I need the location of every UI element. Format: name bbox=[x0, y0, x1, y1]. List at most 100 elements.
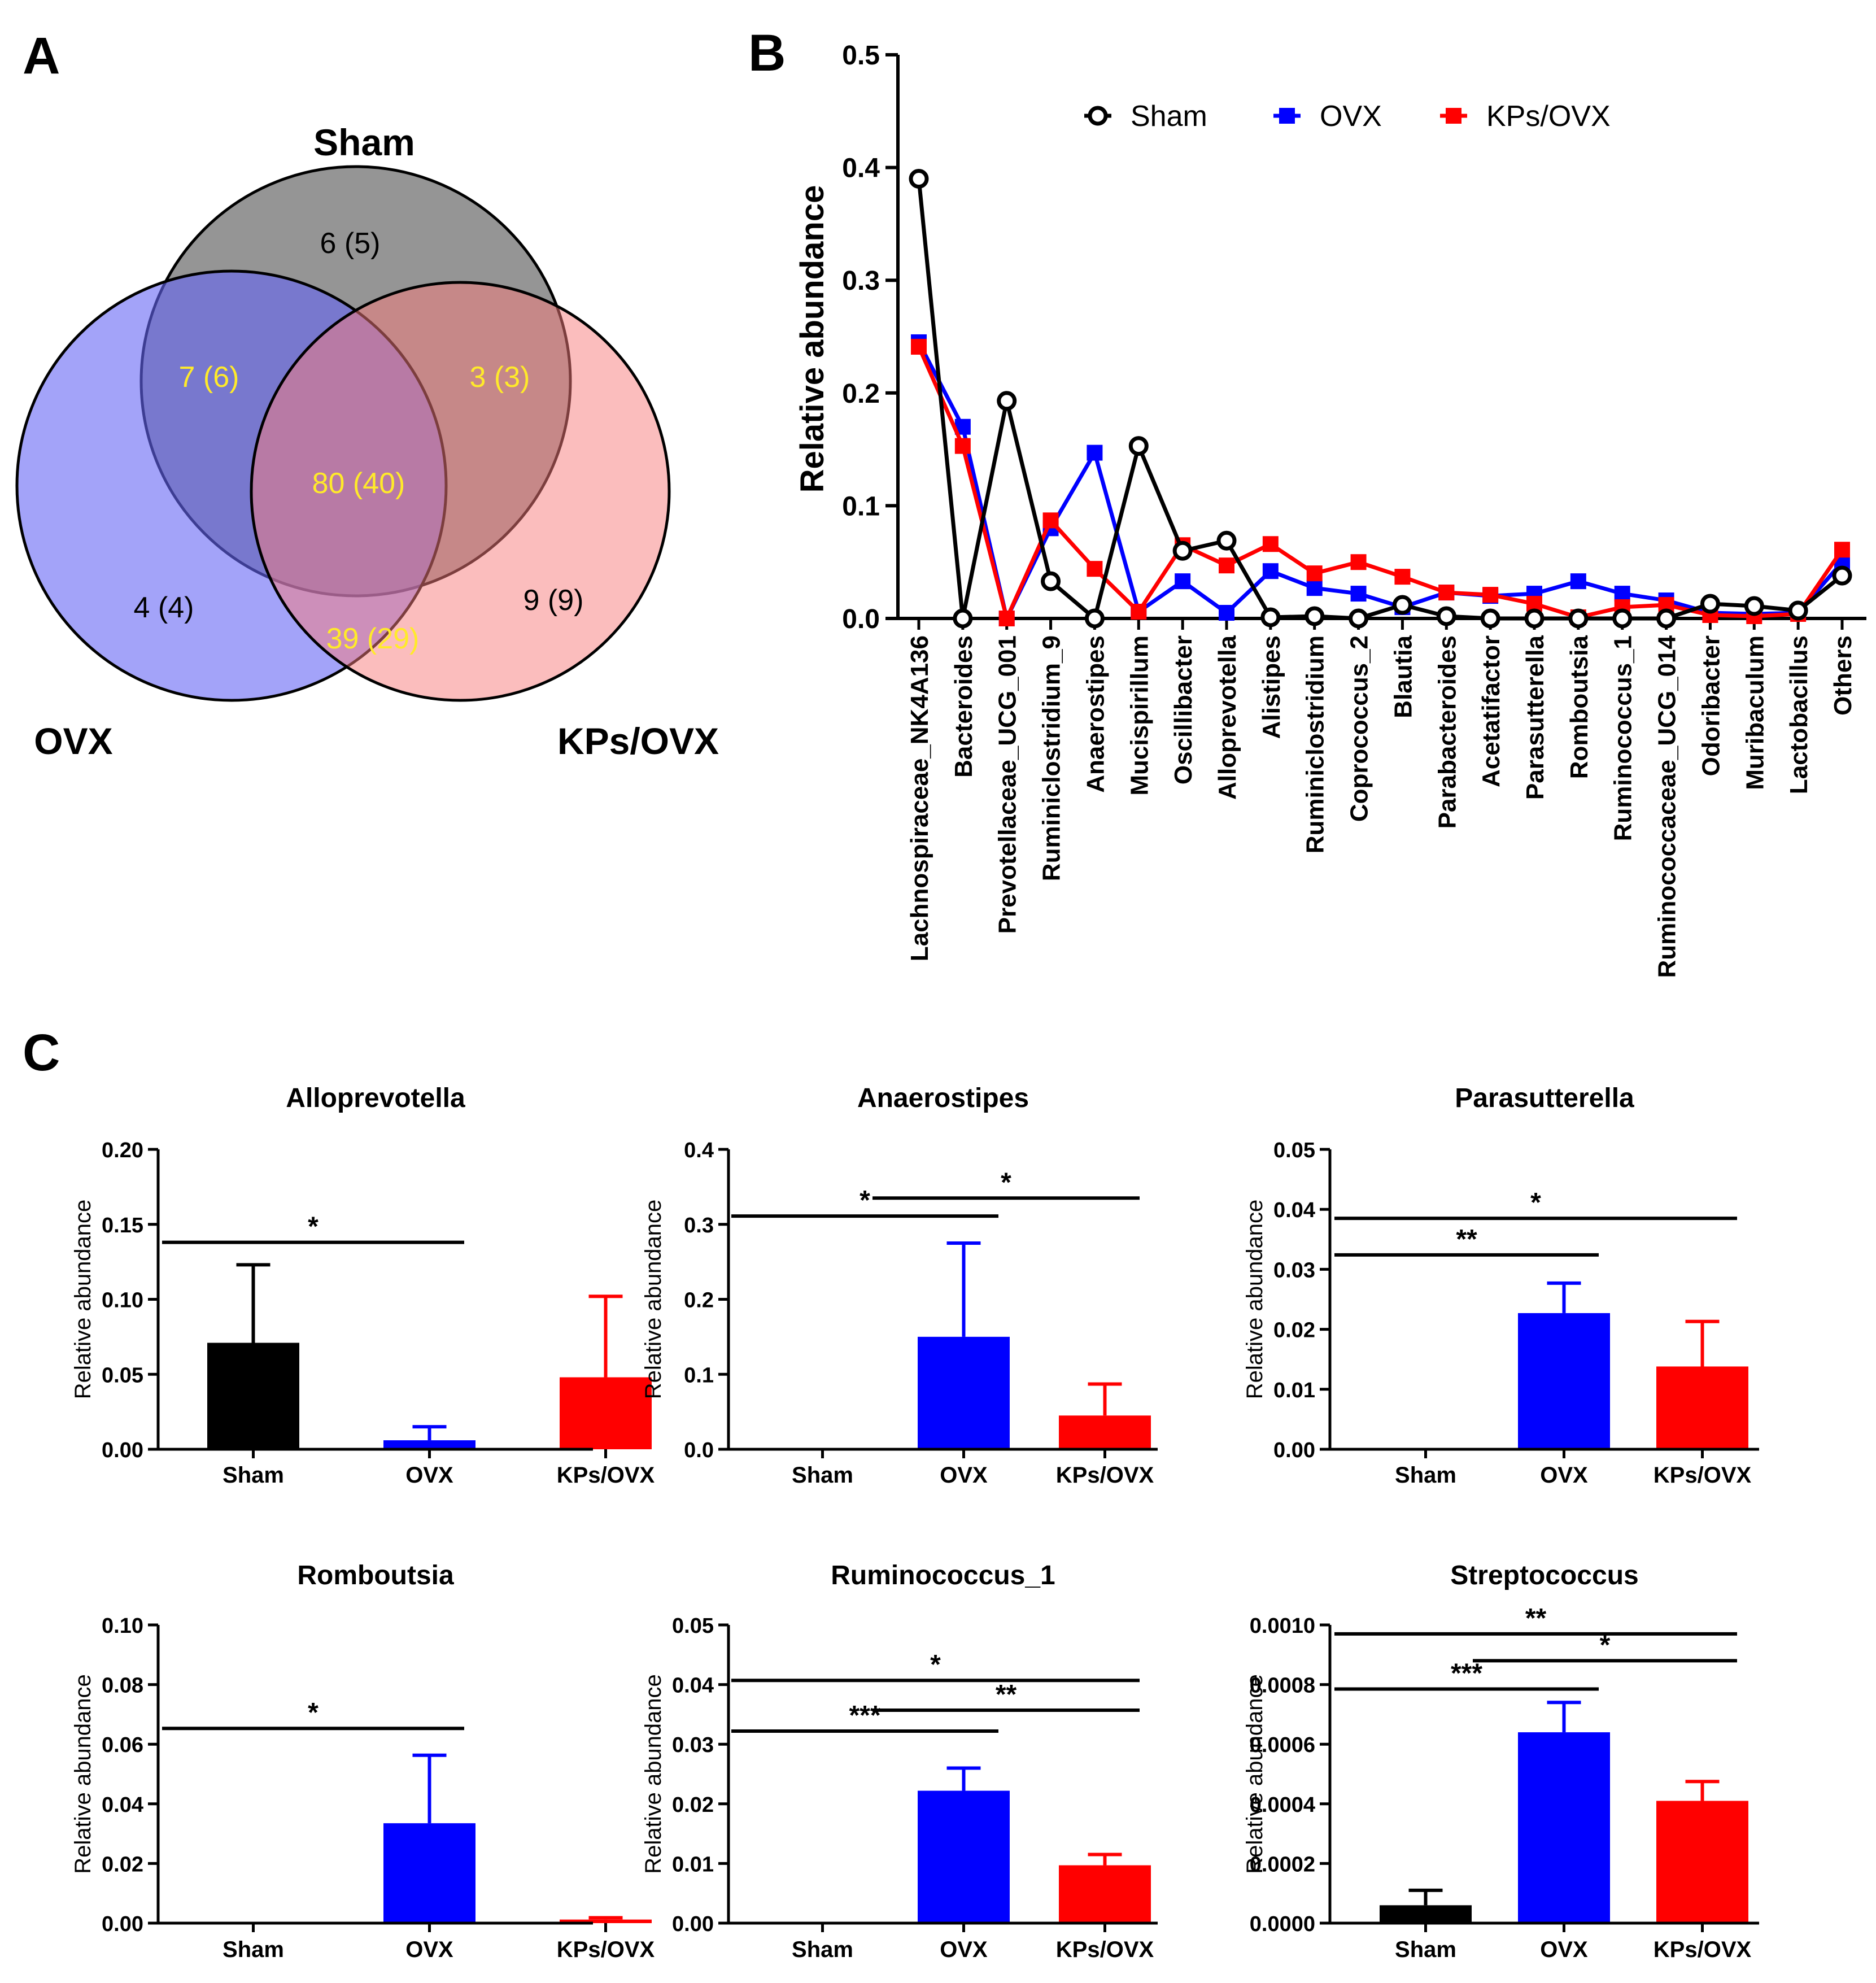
bar bbox=[1059, 1865, 1151, 1923]
y-tick-label: 0.4 bbox=[684, 1139, 714, 1162]
data-point bbox=[1744, 596, 1764, 616]
y-tick-label: 0.00 bbox=[672, 1912, 714, 1936]
bar bbox=[1656, 1801, 1748, 1923]
x-category-label: KPs/OVX bbox=[1654, 1937, 1752, 1962]
y-tick-label: 0.01 bbox=[672, 1853, 714, 1876]
bar-chart-anaerostipes: Anaerostipes Sham OVX KPs/OVX 0.0 0.1 0.2 0.3 0.… bbox=[641, 1083, 1158, 1488]
data-point bbox=[1219, 605, 1234, 621]
significance-label: ** bbox=[1525, 1603, 1547, 1633]
y-tick-label: 0.01 bbox=[1273, 1379, 1315, 1402]
x-category-label: KPs/OVX bbox=[1654, 1463, 1752, 1488]
venn-region-sham-kps: 3 (3) bbox=[470, 361, 530, 394]
x-category-label: OVX bbox=[1540, 1937, 1588, 1962]
data-point bbox=[1392, 595, 1412, 615]
data-point bbox=[1041, 571, 1061, 591]
y-axis-label: Relative abundance bbox=[71, 1200, 95, 1400]
bar bbox=[1656, 1366, 1748, 1449]
significance-label: * bbox=[1600, 1630, 1611, 1660]
x-category-label: Others bbox=[1829, 635, 1857, 716]
x-category-label: Alloprevotella bbox=[1214, 635, 1241, 799]
x-category-label: OVX bbox=[405, 1937, 453, 1962]
chart-title: Anaerostipes bbox=[857, 1083, 1029, 1113]
data-point bbox=[1219, 557, 1234, 574]
significance-label: * bbox=[308, 1212, 319, 1242]
data-point bbox=[953, 608, 973, 629]
x-category-label: OVX bbox=[1540, 1463, 1588, 1488]
x-category-label: KPs/OVX bbox=[557, 1463, 655, 1488]
y-tick-label: 0.0006 bbox=[1250, 1733, 1315, 1757]
y-tick-label: 0.0002 bbox=[1250, 1853, 1315, 1876]
x-category-label: KPs/OVX bbox=[1056, 1463, 1154, 1488]
panel-label-b: B bbox=[748, 24, 786, 82]
panel-label-c: C bbox=[23, 1024, 60, 1082]
bar bbox=[207, 1343, 299, 1449]
x-category-label: Coprococcus_2 bbox=[1346, 635, 1373, 822]
x-category-label: Alistipes bbox=[1258, 635, 1285, 739]
y-tick-label: 0.0010 bbox=[1250, 1614, 1315, 1638]
significance-label: * bbox=[1001, 1167, 1011, 1197]
data-point bbox=[954, 438, 971, 454]
y-tick-label: 0.05 bbox=[1273, 1139, 1315, 1162]
x-category-label: Muribaculum bbox=[1741, 635, 1769, 790]
y-tick-label: 0.20 bbox=[102, 1139, 143, 1162]
chart-title: Romboutsia bbox=[297, 1561, 454, 1590]
significance-label: * bbox=[930, 1650, 941, 1680]
data-point bbox=[909, 169, 929, 189]
data-point bbox=[1568, 608, 1589, 629]
venn-label-sham: Sham bbox=[313, 121, 415, 163]
x-category-label: Odoribacter bbox=[1697, 635, 1725, 776]
x-category-label: OVX bbox=[405, 1463, 453, 1488]
data-point bbox=[1832, 565, 1852, 586]
y-tick-label: 0.3 bbox=[842, 266, 880, 296]
x-category-label: KPs/OVX bbox=[1056, 1937, 1154, 1962]
bar-chart-ruminococcus_1: Ruminococcus_1 Sham OVX KPs/OVX 0.00 0.01 0.02… bbox=[641, 1561, 1158, 1962]
data-point bbox=[1612, 608, 1633, 629]
y-tick-label: 0.0008 bbox=[1250, 1674, 1315, 1698]
data-point bbox=[1216, 530, 1237, 551]
y-tick-label: 0.04 bbox=[1273, 1198, 1315, 1222]
y-tick-label: 0.0 bbox=[842, 604, 880, 634]
legend-marker bbox=[1446, 108, 1461, 124]
data-point bbox=[997, 391, 1017, 411]
y-tick-label: 0.3 bbox=[684, 1214, 714, 1237]
x-category-label: Sham bbox=[1395, 1937, 1456, 1962]
x-category-label: Parabacteroides bbox=[1433, 635, 1461, 829]
data-point bbox=[1262, 563, 1279, 579]
bar bbox=[560, 1377, 652, 1449]
x-category-label: Sham bbox=[222, 1463, 284, 1488]
data-point bbox=[1042, 512, 1059, 529]
legend-label: KPs/OVX bbox=[1486, 100, 1611, 133]
y-tick-label: 0.5 bbox=[842, 41, 880, 71]
data-point bbox=[1172, 541, 1193, 561]
bar bbox=[1380, 1905, 1472, 1923]
series-line-sham bbox=[917, 178, 1844, 621]
x-category-label: OVX bbox=[940, 1463, 988, 1488]
legend-marker bbox=[1088, 106, 1108, 126]
data-point bbox=[1480, 608, 1500, 629]
data-point bbox=[1262, 536, 1279, 552]
x-category-label: Parasutterella bbox=[1521, 635, 1549, 800]
y-tick-label: 0.02 bbox=[672, 1793, 714, 1817]
x-category-label: Ruminococcaceae_UCG_014 bbox=[1654, 635, 1681, 978]
x-category-label: Sham bbox=[1395, 1463, 1456, 1488]
bar-chart-parasutterella: Parasutterella Sham OVX KPs/OVX 0.00 0.01 0.02… bbox=[1242, 1083, 1759, 1488]
significance-label: * bbox=[308, 1698, 319, 1728]
y-axis-label: Relative abundance bbox=[1242, 1674, 1267, 1874]
y-tick-label: 0.0004 bbox=[1250, 1793, 1315, 1817]
y-tick-label: 0.02 bbox=[1273, 1319, 1315, 1343]
data-point bbox=[1128, 436, 1149, 456]
bar bbox=[383, 1440, 475, 1449]
data-point bbox=[998, 611, 1015, 626]
x-category-label: OVX bbox=[940, 1937, 988, 1962]
x-category-label: Blautia bbox=[1389, 635, 1417, 718]
data-point bbox=[1087, 561, 1103, 577]
y-tick-label: 0.10 bbox=[102, 1614, 143, 1638]
x-category-label: Lactobacillus bbox=[1785, 635, 1813, 794]
x-category-label: KPs/OVX bbox=[557, 1937, 655, 1962]
x-category-label: Lachnospiraceae_NK4A136 bbox=[906, 635, 933, 961]
significance-label: * bbox=[860, 1186, 870, 1215]
y-tick-label: 0.10 bbox=[102, 1289, 143, 1313]
y-tick-label: 0.08 bbox=[102, 1674, 143, 1698]
